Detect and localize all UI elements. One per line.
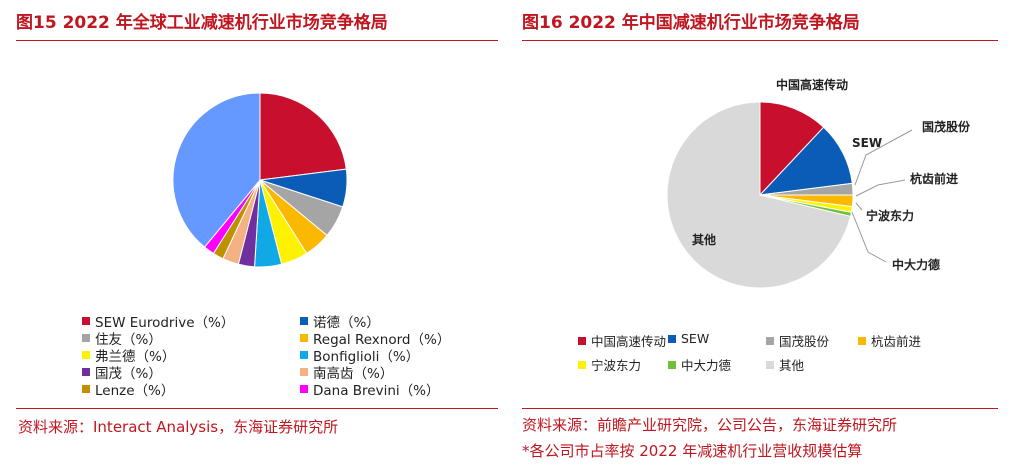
right-label-zggscd: 中国高速传动 bbox=[776, 76, 848, 94]
right-legend-item-2: 国茂股份 bbox=[766, 331, 829, 350]
left-legend-item-9: Dana Brevini（%） bbox=[300, 379, 439, 399]
left-pie-slice-10 bbox=[172, 92, 261, 248]
right-legend-item-0: 中国高速传动 bbox=[578, 331, 666, 350]
right-label-other: 其他 bbox=[692, 233, 717, 247]
right-legend-label-4: 宁波东力 bbox=[591, 358, 642, 373]
left-legend-item-3: Regal Rexnord（%） bbox=[300, 328, 450, 348]
right-note-text: *各公司市占率按 2022 年减速机行业营收规模估算 bbox=[522, 442, 863, 460]
left-legend-swatch-0 bbox=[82, 317, 90, 325]
right-legend-label-1: SEW bbox=[681, 331, 710, 346]
left-legend-label-4: 弗兰德（%） bbox=[95, 349, 176, 365]
left-legend-swatch-9 bbox=[300, 385, 308, 393]
right-legend-label-0: 中国高速传动 bbox=[591, 334, 667, 349]
right-legend-swatch-5 bbox=[668, 360, 676, 369]
right-legend-swatch-1 bbox=[668, 334, 676, 343]
right-title-rule bbox=[522, 40, 998, 41]
right-legend-item-6: 其他 bbox=[766, 355, 804, 374]
left-legend-item-4: 弗兰德（%） bbox=[82, 345, 175, 365]
right-pie-slice-6 bbox=[666, 101, 852, 289]
right-label-zggscd-text: 中国高速传动 bbox=[776, 78, 849, 92]
left-legend-label-1: 诺德（%） bbox=[313, 315, 380, 331]
left-legend-swatch-7 bbox=[300, 368, 308, 376]
left-legend-swatch-1 bbox=[300, 317, 308, 325]
right-legend-item-5: 中大力德 bbox=[668, 355, 731, 374]
left-source-rule bbox=[16, 408, 498, 409]
left-legend-swatch-6 bbox=[82, 368, 90, 376]
right-legend-item-1: SEW bbox=[668, 331, 709, 346]
left-legend-swatch-5 bbox=[300, 351, 308, 359]
left-legend-label-5: Bonfiglioli（%） bbox=[313, 349, 420, 365]
right-legend-swatch-4 bbox=[578, 360, 586, 369]
left-legend-swatch-4 bbox=[82, 351, 90, 359]
left-legend-label-0: SEW Eurodrive（%） bbox=[95, 315, 235, 331]
right-legend-item-3: 杭齿前进 bbox=[858, 331, 921, 350]
left-legend-swatch-3 bbox=[300, 334, 308, 342]
right-legend-swatch-0 bbox=[578, 336, 586, 345]
left-legend-label-6: 国茂（%） bbox=[95, 366, 162, 382]
right-label-zdld: 中大力德 bbox=[892, 258, 941, 272]
right-label-gmgf: 国茂股份 bbox=[922, 120, 971, 134]
right-pie-slice-0 bbox=[759, 101, 825, 197]
left-legend-item-0: SEW Eurodrive（%） bbox=[82, 311, 234, 331]
right-legend-swatch-2 bbox=[766, 336, 774, 345]
left-source-text: 资料来源：Interact Analysis，东海证券研究所 bbox=[18, 418, 339, 436]
right-label-hcqj: 杭齿前进 bbox=[910, 172, 959, 186]
left-legend-item-7: 南高齿（%） bbox=[300, 362, 393, 382]
right-label-nbdl: 宁波东力 bbox=[866, 209, 915, 223]
right-source-text: 资料来源：前瞻产业研究院，公司公告，东海证券研究所 bbox=[522, 416, 898, 434]
right-legend-label-2: 国茂股份 bbox=[779, 334, 830, 349]
right-label-sew: SEW bbox=[852, 136, 883, 150]
left-legend-label-2: 住友（%） bbox=[95, 332, 162, 348]
left-legend-item-1: 诺德（%） bbox=[300, 311, 380, 331]
left-legend-item-2: 住友（%） bbox=[82, 328, 162, 348]
left-legend-label-3: Regal Rexnord（%） bbox=[313, 332, 451, 348]
right-source-rule bbox=[522, 408, 998, 409]
right-legend-swatch-6 bbox=[766, 360, 774, 369]
left-figure-title: 图15 2022 年全球工业减速机行业市场竞争格局 bbox=[16, 13, 388, 33]
left-legend-item-6: 国茂（%） bbox=[82, 362, 162, 382]
left-legend-item-5: Bonfiglioli（%） bbox=[300, 345, 419, 365]
left-legend-label-7: 南高齿（%） bbox=[313, 366, 394, 382]
left-pie-slice-0 bbox=[259, 92, 347, 181]
left-legend-label-9: Dana Brevini（%） bbox=[313, 383, 440, 399]
right-pie-leader-2 bbox=[855, 202, 863, 211]
left-legend-item-8: Lenze（%） bbox=[82, 379, 174, 399]
right-legend-label-3: 杭齿前进 bbox=[871, 334, 922, 349]
right-legend-label-5: 中大力德 bbox=[681, 358, 732, 373]
right-figure-title: 图16 2022 年中国减速机行业市场竞争格局 bbox=[522, 13, 860, 33]
left-legend-swatch-8 bbox=[82, 385, 90, 393]
left-legend-swatch-2 bbox=[82, 334, 90, 342]
right-pie-leader-3 bbox=[851, 211, 887, 263]
right-legend-swatch-3 bbox=[858, 336, 866, 345]
right-pie-leader-1 bbox=[855, 179, 906, 197]
right-legend-label-6: 其他 bbox=[779, 358, 805, 373]
right-legend-item-4: 宁波东力 bbox=[578, 355, 641, 374]
left-legend-label-8: Lenze（%） bbox=[95, 383, 175, 399]
right-pie-leader-0 bbox=[854, 129, 913, 186]
left-title-rule bbox=[16, 40, 498, 41]
